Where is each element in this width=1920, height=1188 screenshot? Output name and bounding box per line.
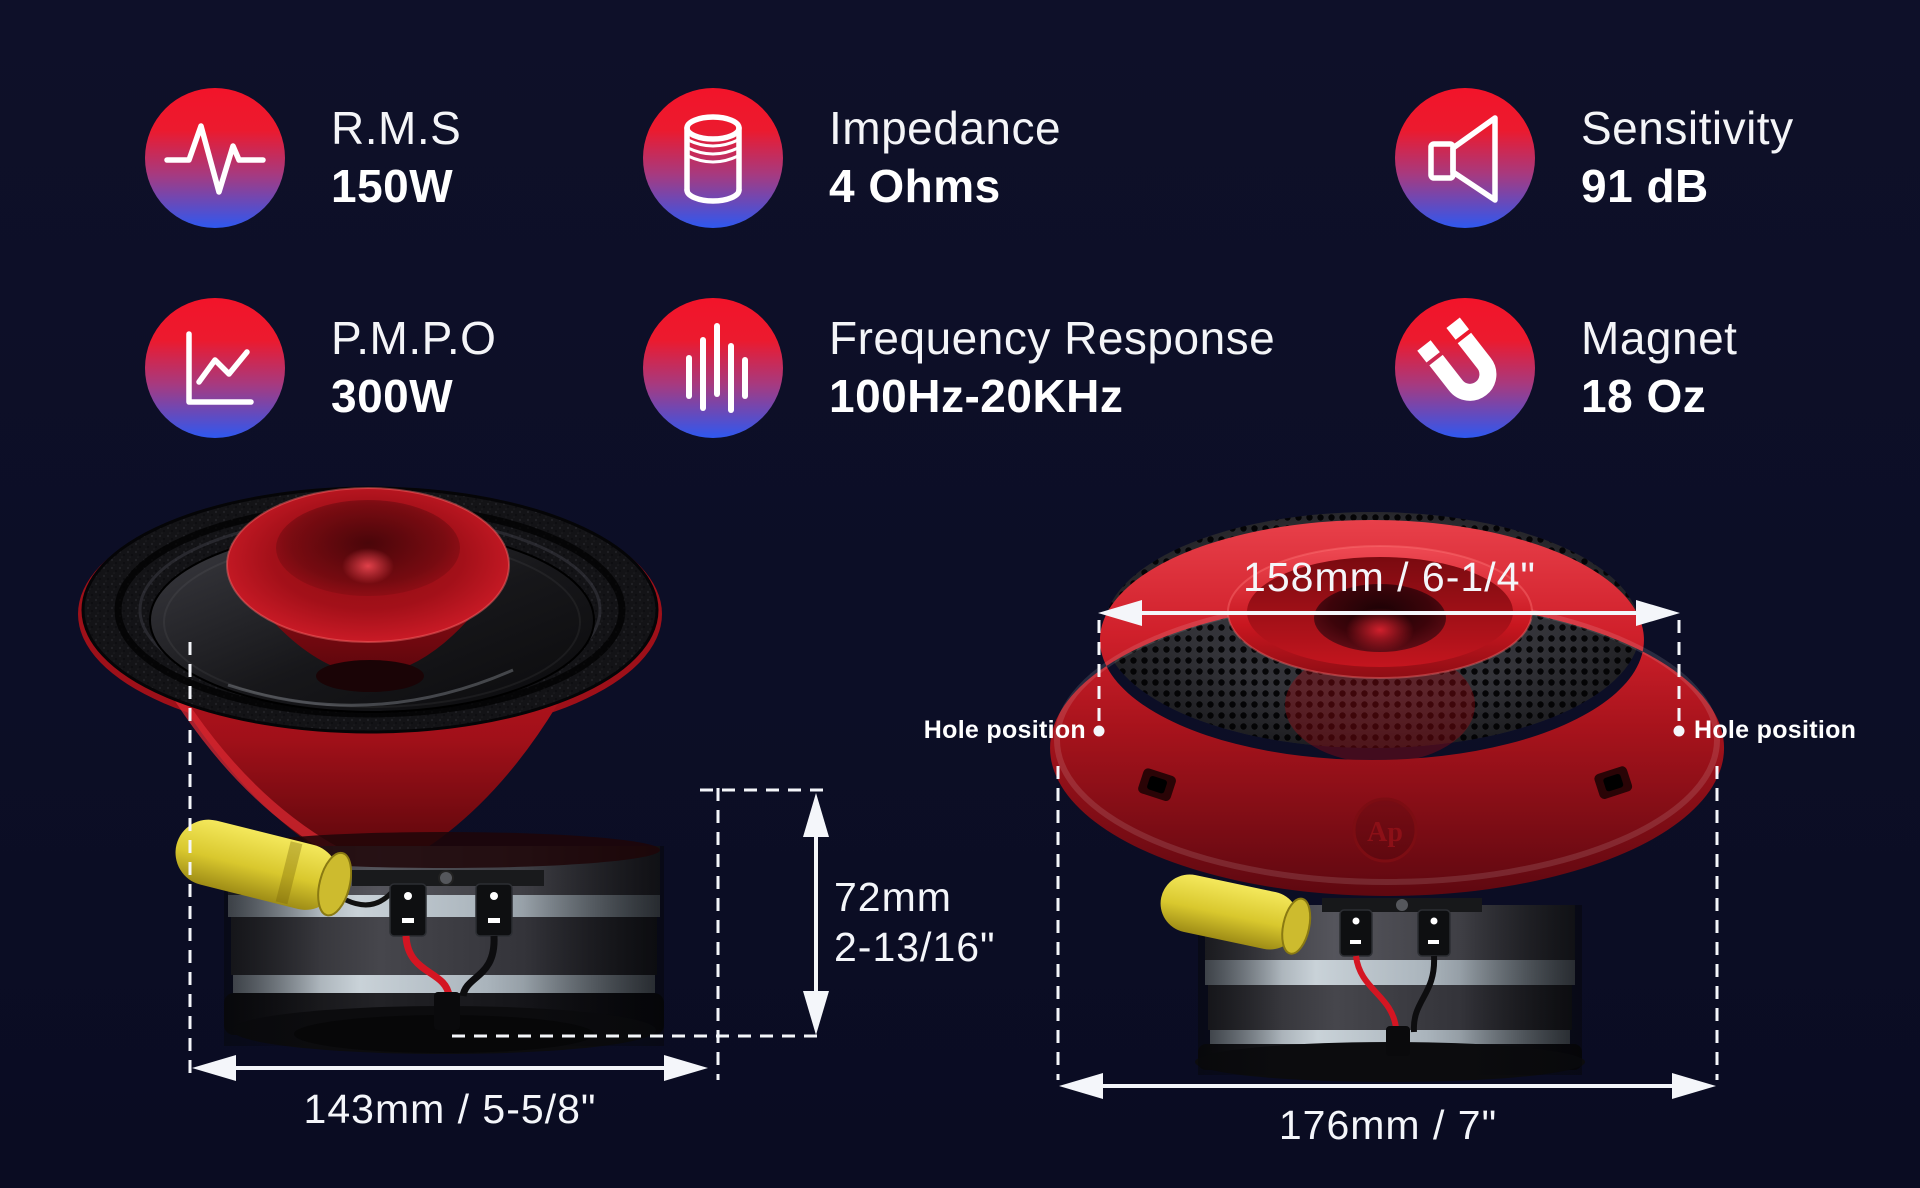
left-speaker-width-label: 143mm / 5-5/8" [303,1086,597,1132]
right-speaker-top-width-label: 158mm / 6-1/4" [1243,554,1536,600]
spec-item-sensitivity: Sensitivity 91 dB [1395,88,1794,228]
right-speaker-capacitor [1160,874,1312,955]
left-speaker-image [78,486,664,1054]
spec-value: 100Hz-20KHz [829,370,1124,422]
spec-item-rms: R.M.S 150W [145,88,461,228]
spec-label: Frequency Response [829,312,1276,364]
waveform-icon [145,88,285,228]
equalizer-bars-icon [643,298,783,438]
svg-text:Ap: Ap [1367,817,1403,848]
spec-value: 300W [331,370,454,422]
spec-label: Impedance [829,102,1062,154]
right-speaker-wires [1353,955,1438,1056]
right-speaker-bottom-width-label: 176mm / 7" [1278,1102,1498,1148]
spec-item-impedance: Impedance 4 Ohms [643,88,1061,228]
line-chart-icon [145,298,285,438]
left-speaker-horn [226,487,510,692]
spec-item-frequency: Frequency Response 100Hz-20KHz [643,298,1275,438]
right-speaker-logo: Ap [1352,797,1418,863]
spec-value: 91 dB [1581,160,1709,212]
magnet-icon [1395,298,1535,438]
left-speaker-height-label: 72mm 2-13/16" [834,874,996,970]
spec-value: 150W [331,160,454,212]
spec-label: Magnet [1581,312,1738,364]
spec-item-pmpo: P.M.P.O 300W [145,298,496,438]
voice-coil-icon [643,88,783,228]
hole-position-left-label: Hole position [923,716,1086,744]
spec-value: 18 Oz [1581,370,1707,422]
spec-label: Sensitivity [1581,102,1794,154]
spec-label: R.M.S [331,102,462,154]
spec-item-magnet: Magnet 18 Oz [1395,298,1737,438]
left-speaker-terminals [352,870,544,937]
left-speaker-wires [402,935,498,1030]
spec-value: 4 Ohms [829,160,1001,212]
left-speaker-capacitor [175,819,353,917]
spec-label: P.M.P.O [331,312,497,364]
right-speaker-terminals [1322,898,1482,957]
speaker-horn-icon [1395,88,1535,228]
hole-position-right-label: Hole position [1694,716,1857,744]
